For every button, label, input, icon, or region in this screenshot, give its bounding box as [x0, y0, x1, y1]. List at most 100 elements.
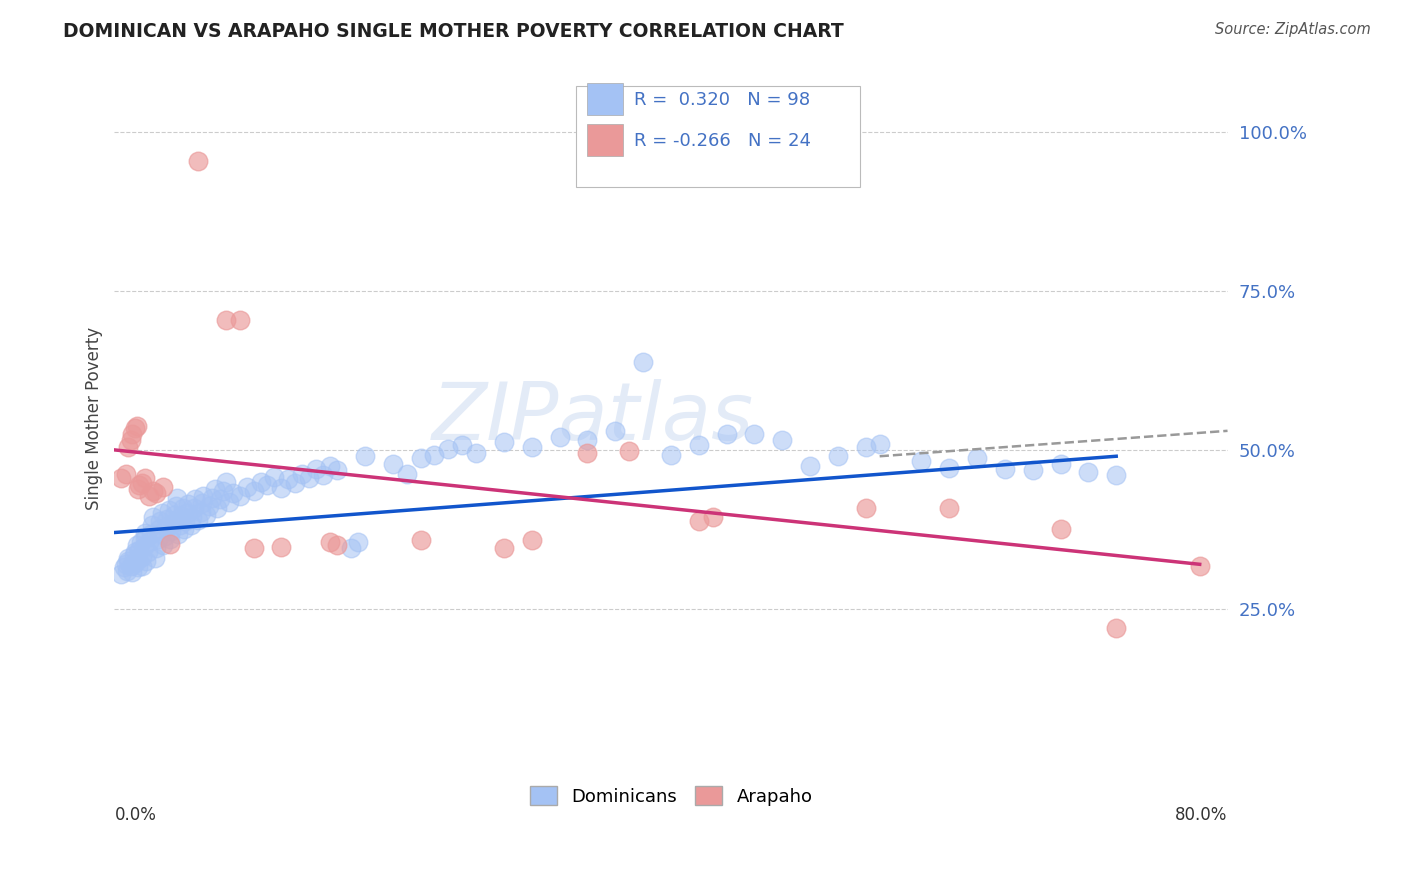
Point [1022, 463, 1045, 477]
Point [138, 535, 160, 549]
Point [409, 450, 432, 465]
Point [110, 566, 132, 581]
Point [121, 427, 143, 442]
Point [167, 526, 190, 541]
Point [249, 475, 271, 489]
Point [125, 538, 148, 552]
Point [122, 548, 145, 562]
Point [127, 560, 149, 574]
Point [177, 497, 200, 511]
Point [170, 508, 193, 523]
Point [121, 565, 143, 579]
Point [134, 471, 156, 485]
Point [128, 478, 150, 492]
Point [142, 484, 165, 499]
Point [183, 501, 205, 516]
Point [198, 500, 221, 514]
Point [160, 524, 183, 538]
Point [298, 471, 321, 485]
Point [218, 495, 240, 509]
Point [120, 558, 142, 573]
Point [1105, 468, 1128, 483]
Point [125, 418, 148, 433]
Point [114, 558, 136, 572]
Point [938, 501, 960, 516]
Point [242, 483, 264, 498]
Text: ZIPatlas: ZIPatlas [432, 379, 754, 457]
Point [451, 438, 474, 452]
Point [115, 564, 138, 578]
Point [347, 535, 370, 549]
Point [242, 541, 264, 556]
Text: 0.0%: 0.0% [114, 806, 156, 824]
Point [688, 438, 710, 452]
Point [190, 504, 212, 518]
Point [340, 541, 363, 556]
Point [124, 544, 146, 558]
Point [716, 427, 738, 442]
Point [159, 532, 181, 546]
Point [127, 552, 149, 566]
Point [117, 551, 139, 566]
Point [1077, 465, 1099, 479]
Point [619, 444, 641, 458]
Point [235, 480, 257, 494]
Point [120, 434, 142, 448]
Point [165, 499, 187, 513]
Point [319, 459, 342, 474]
Point [492, 541, 515, 556]
Point [291, 467, 314, 481]
Point [162, 516, 184, 530]
Point [124, 420, 146, 434]
Point [659, 448, 682, 462]
Point [305, 462, 328, 476]
Point [127, 483, 149, 497]
Point [492, 435, 515, 450]
Point [221, 486, 243, 500]
Point [163, 508, 186, 522]
Point [135, 554, 157, 568]
Point [520, 440, 543, 454]
Point [184, 492, 207, 507]
Point [312, 468, 335, 483]
Point [152, 480, 174, 494]
Point [187, 153, 209, 168]
Point [145, 541, 167, 556]
Point [128, 543, 150, 558]
Text: R = -0.266   N = 24: R = -0.266 N = 24 [634, 131, 811, 150]
Point [145, 486, 167, 500]
Point [136, 544, 159, 558]
Point [152, 538, 174, 552]
Bar [588, 124, 623, 156]
Point [157, 503, 180, 517]
Point [326, 538, 349, 552]
Point [207, 501, 229, 516]
Point [270, 540, 292, 554]
Point [131, 549, 153, 564]
Point [204, 483, 226, 497]
Point [409, 533, 432, 548]
Y-axis label: Single Mother Poverty: Single Mother Poverty [86, 326, 103, 509]
Point [117, 440, 139, 454]
Point [191, 496, 214, 510]
Point [112, 560, 135, 574]
Point [129, 535, 152, 549]
Point [166, 491, 188, 505]
Point [966, 450, 988, 465]
Point [263, 469, 285, 483]
Point [173, 522, 195, 536]
Point [134, 525, 156, 540]
Point [193, 489, 215, 503]
Point [209, 492, 232, 507]
Point [131, 475, 153, 490]
Point [159, 537, 181, 551]
Point [1188, 558, 1211, 573]
Point [153, 529, 176, 543]
Point [134, 531, 156, 545]
Point [1105, 621, 1128, 635]
Text: 80.0%: 80.0% [1175, 806, 1227, 824]
Point [702, 509, 724, 524]
Bar [588, 83, 623, 115]
Point [381, 457, 404, 471]
Point [139, 526, 162, 541]
